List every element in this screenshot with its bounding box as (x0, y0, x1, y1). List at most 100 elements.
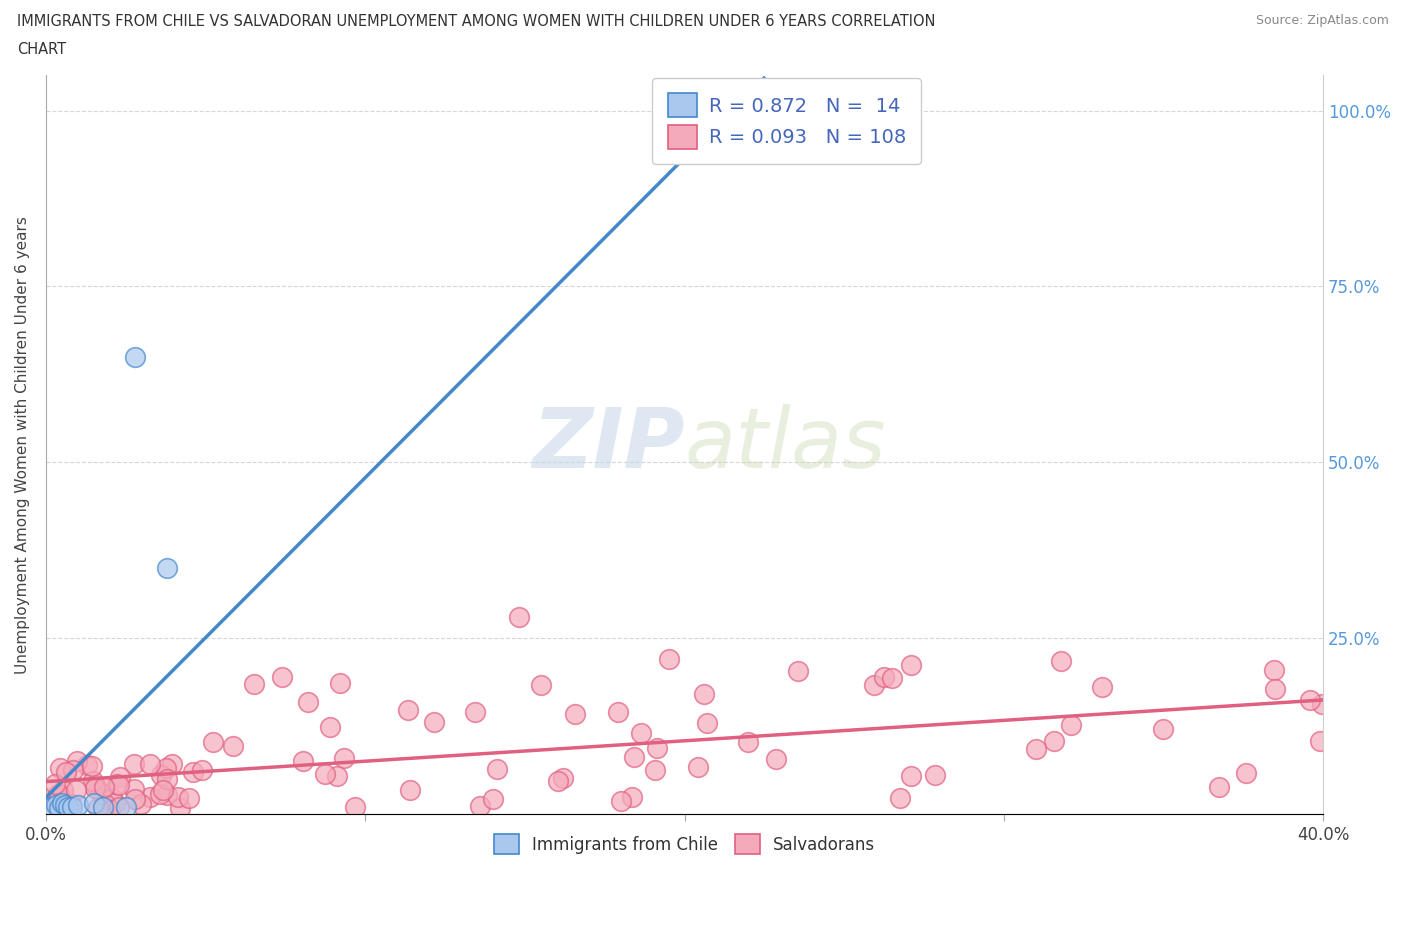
Point (1263, 663, 1285, 678)
Point (108, 769, 131, 784)
Point (124, 792, 146, 807)
Point (765, 751, 787, 766)
Point (129, 796, 152, 811)
Point (319, 719, 342, 734)
Point (873, 670, 896, 684)
Point (156, 560, 179, 575)
Point (900, 768, 922, 783)
Point (1208, 780, 1230, 795)
Point (51, 796, 73, 811)
Point (291, 753, 314, 768)
Point (924, 768, 946, 783)
Point (1042, 733, 1064, 748)
Point (1309, 734, 1331, 749)
Point (104, 796, 127, 811)
Point (65, 782, 87, 797)
Point (1310, 697, 1333, 711)
Point (162, 757, 184, 772)
Point (332, 751, 354, 766)
Point (98, 803, 121, 817)
Point (138, 790, 160, 804)
Point (93, 779, 115, 794)
Point (66, 753, 89, 768)
Point (399, 782, 422, 797)
Point (647, 741, 669, 756)
Point (82, 774, 104, 789)
Y-axis label: Unemployment Among Women with Children Under 6 years: Unemployment Among Women with Children U… (15, 216, 30, 673)
Text: IMMIGRANTS FROM CHILE VS SALVADORAN UNEMPLOYMENT AMONG WOMEN WITH CHILDREN UNDER: IMMIGRANTS FROM CHILE VS SALVADORAN UNEM… (17, 14, 935, 29)
Point (610, 794, 633, 809)
Point (201, 735, 224, 750)
Point (52, 782, 75, 797)
Point (222, 738, 245, 753)
Point (686, 760, 709, 775)
Point (329, 676, 352, 691)
Point (84, 777, 107, 792)
Point (169, 801, 191, 816)
Point (271, 670, 294, 684)
Point (242, 677, 264, 692)
Point (889, 790, 911, 805)
Point (48, 760, 70, 775)
Point (693, 687, 716, 702)
Point (325, 769, 347, 784)
Point (181, 764, 204, 779)
Point (167, 790, 190, 804)
Point (530, 678, 553, 693)
Point (1299, 692, 1322, 707)
Point (551, 771, 574, 786)
Point (48, 787, 70, 802)
Point (1234, 765, 1257, 780)
Point (48, 801, 70, 816)
Point (105, 777, 128, 791)
Point (60, 800, 83, 815)
Point (107, 777, 129, 792)
Point (150, 768, 173, 783)
Point (94, 797, 117, 812)
Point (46, 790, 69, 805)
Text: Source: ZipAtlas.com: Source: ZipAtlas.com (1256, 14, 1389, 27)
Point (108, 800, 131, 815)
Point (880, 671, 903, 685)
Point (396, 702, 419, 717)
Text: CHART: CHART (17, 42, 66, 57)
Point (59, 796, 82, 811)
Point (76, 758, 98, 773)
Point (900, 658, 922, 672)
Point (80, 758, 103, 773)
Point (1050, 654, 1073, 669)
Point (607, 704, 630, 719)
Point (314, 767, 336, 782)
Point (486, 761, 509, 776)
Point (66, 798, 89, 813)
Point (464, 704, 486, 719)
Point (156, 788, 179, 803)
Point (44, 777, 66, 791)
Point (101, 790, 124, 805)
Point (644, 763, 666, 777)
Point (344, 799, 367, 814)
Point (737, 735, 759, 750)
Point (58, 800, 80, 815)
Point (630, 725, 652, 740)
Point (1264, 681, 1286, 696)
Point (297, 695, 319, 710)
Point (658, 652, 681, 667)
Point (564, 707, 586, 722)
Point (84, 780, 107, 795)
Point (1152, 722, 1174, 737)
Point (89, 785, 111, 800)
Point (41, 800, 63, 815)
Point (122, 781, 145, 796)
Point (152, 783, 174, 798)
Point (423, 715, 446, 730)
Text: atlas: atlas (685, 405, 886, 485)
Point (191, 763, 214, 777)
Point (1091, 680, 1114, 695)
Legend: Immigrants from Chile, Salvadorans: Immigrants from Chile, Salvadorans (486, 827, 882, 861)
Point (1060, 718, 1083, 733)
Point (114, 800, 136, 815)
Point (737, 125, 759, 140)
Point (124, 756, 146, 771)
Point (155, 761, 177, 776)
